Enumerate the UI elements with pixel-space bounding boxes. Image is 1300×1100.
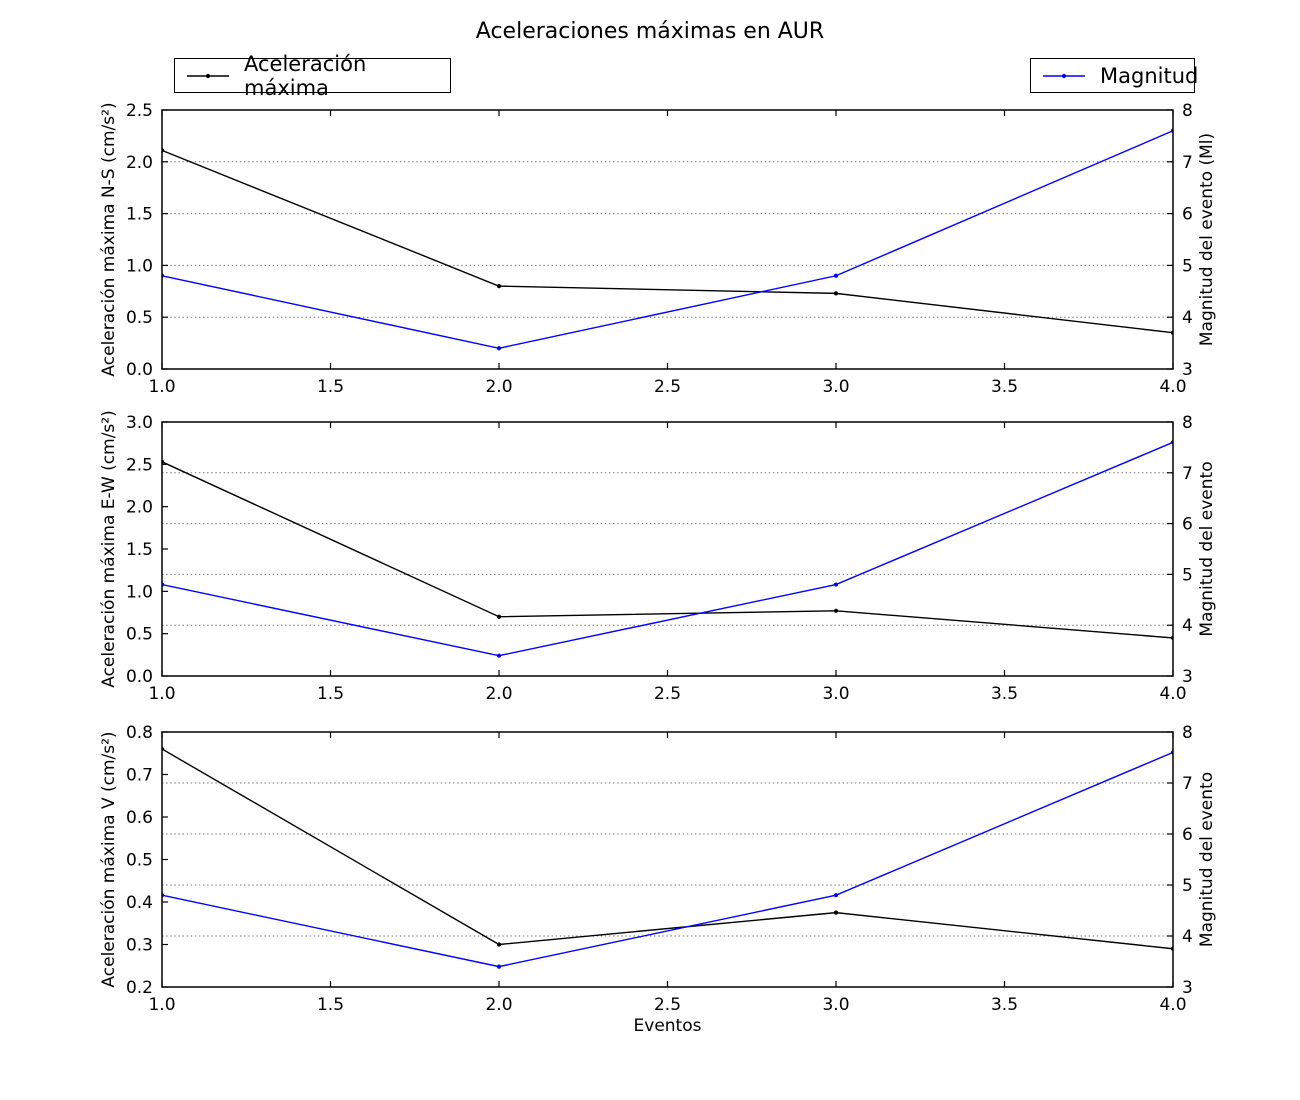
y-tick-label-right: 4	[1182, 616, 1193, 636]
data-point-aceleracion	[833, 608, 839, 613]
axes-frame	[161, 421, 1174, 677]
axes-frame	[161, 109, 1174, 370]
y-tick-label-right: 6	[1182, 205, 1193, 225]
y-tick-label-right: 4	[1182, 927, 1193, 947]
subplot-1: 1.0 1.5 2.0 2.5 3.0 3.5 4.0 0.0 0.5 1.0 1.5 2.0 2.5 3…	[99, 101, 1217, 397]
series-line-magnitud	[162, 441, 1173, 657]
y-tick-label-left: 2.5	[126, 101, 153, 121]
y-tick-label-right: 7	[1182, 464, 1193, 484]
ylabel-left: Aceleración máxima V (cm/s²)	[99, 731, 119, 987]
x-tick-label: 1.5	[317, 684, 344, 704]
y-tick-label-left: 1.0	[126, 256, 153, 276]
y-tick-label-left: 0.2	[126, 978, 153, 998]
x-tick-label: 1.0	[148, 377, 175, 397]
x-tick-label: 1.5	[317, 995, 344, 1015]
ylabel-right: Magnitud del evento	[1197, 772, 1217, 947]
subplot-3: 1.0 1.5 2.0 2.5 3.0 3.5 4.0 0.2 0.3 0.4 0.5 0.6 0.7 0…	[99, 723, 1217, 1015]
y-tick-label-left: 0.6	[126, 808, 153, 828]
y-tick-label-left: 2.5	[126, 455, 153, 475]
y-tick-label-right: 5	[1182, 256, 1193, 276]
y-tick-label-left: 1.0	[126, 582, 153, 602]
data-point-magnitud	[833, 582, 839, 587]
ylabel-left: Aceleración máxima E-W (cm/s²)	[99, 410, 119, 688]
series-line-magnitud	[162, 130, 1173, 349]
data-point-aceleracion	[833, 910, 839, 915]
ylabel-left: Aceleración máxima N-S (cm/s²)	[99, 102, 119, 376]
data-point-aceleracion	[496, 614, 502, 619]
x-tick-label: 3.0	[822, 684, 849, 704]
x-tick-label: 2.5	[654, 995, 681, 1015]
data-point-magnitud	[833, 273, 839, 278]
y-tick-label-left: 2.0	[126, 498, 153, 518]
x-tick-label: 1.5	[317, 377, 344, 397]
data-point-aceleracion	[496, 284, 502, 289]
y-tick-label-right: 3	[1182, 978, 1193, 998]
axes-frame	[161, 731, 1174, 988]
y-tick-label-left: 0.5	[126, 625, 153, 645]
y-tick-label-right: 5	[1182, 876, 1193, 896]
y-tick-label-right: 6	[1182, 515, 1193, 535]
y-tick-label-right: 6	[1182, 825, 1193, 845]
legend-line-magnitud-icon	[1043, 73, 1085, 78]
series-line-aceleracion	[162, 149, 1173, 334]
y-tick-label-right: 8	[1182, 101, 1193, 121]
x-tick-label: 4.0	[1159, 684, 1186, 704]
x-tick-label: 2.5	[654, 377, 681, 397]
y-tick-label-right: 3	[1182, 667, 1193, 687]
y-tick-label-left: 0.5	[126, 851, 153, 871]
x-tick-label: 2.5	[654, 684, 681, 704]
data-point-aceleracion	[496, 942, 502, 947]
legend-label-magnitud: Magnitud	[1100, 63, 1199, 88]
y-tick-label-left: 1.5	[126, 540, 153, 560]
legend-line-aceleracion-icon	[187, 73, 229, 78]
data-point-magnitud	[496, 653, 502, 658]
y-tick-label-left: 0.8	[126, 723, 153, 743]
x-tick-label: 3.5	[991, 995, 1018, 1015]
series-line-aceleracion	[162, 748, 1173, 950]
y-tick-label-left: 2.0	[126, 153, 153, 173]
data-point-magnitud	[833, 893, 839, 898]
chart-title: Aceleraciones máximas en AUR	[475, 19, 825, 44]
series-line-aceleracion	[162, 461, 1173, 639]
y-tick-label-right: 7	[1182, 774, 1193, 794]
y-tick-label-left: 0.0	[126, 360, 153, 380]
legend-magnitud: Magnitud	[1030, 58, 1199, 93]
x-tick-label: 3.0	[822, 995, 849, 1015]
legend-label-aceleracion: Aceleración máxima	[244, 51, 367, 100]
y-tick-label-left: 0.3	[126, 936, 153, 956]
y-tick-label-left: 0.4	[126, 893, 153, 913]
y-tick-label-right: 7	[1182, 153, 1193, 173]
x-tick-label: 2.0	[485, 684, 512, 704]
x-tick-label: 3.5	[991, 377, 1018, 397]
x-tick-label: 1.0	[148, 684, 175, 704]
y-tick-label-left: 0.7	[126, 766, 153, 786]
x-tick-label: 2.0	[485, 995, 512, 1015]
x-tick-label: 3.0	[822, 377, 849, 397]
xlabel: Eventos	[634, 1016, 702, 1036]
y-tick-label-right: 8	[1182, 723, 1193, 743]
series-line-magnitud	[162, 751, 1173, 968]
y-tick-label-right: 5	[1182, 565, 1193, 585]
y-tick-label-left: 0.0	[126, 667, 153, 687]
subplot-2: 1.0 1.5 2.0 2.5 3.0 3.5 4.0 0.0 0.5 1.0 1.5 2.0 2.5 3…	[99, 410, 1217, 704]
data-point-magnitud	[496, 964, 502, 969]
y-tick-label-right: 3	[1182, 360, 1193, 380]
x-tick-label: 2.0	[485, 377, 512, 397]
y-tick-label-left: 1.5	[126, 205, 153, 225]
legend-aceleracion: Aceleración máxima	[174, 52, 451, 100]
data-point-magnitud	[496, 346, 502, 351]
x-tick-label: 1.0	[148, 995, 175, 1015]
x-tick-label: 4.0	[1159, 377, 1186, 397]
ylabel-right: Magnitud del evento (Ml)	[1197, 133, 1217, 346]
y-tick-label-left: 0.5	[126, 308, 153, 328]
y-tick-label-right: 8	[1182, 413, 1193, 433]
ylabel-right: Magnitud del evento	[1197, 461, 1217, 636]
x-tick-label: 3.5	[991, 684, 1018, 704]
x-tick-label: 4.0	[1159, 995, 1186, 1015]
y-tick-label-left: 3.0	[126, 413, 153, 433]
y-tick-label-right: 4	[1182, 308, 1193, 328]
data-point-aceleracion	[833, 291, 839, 296]
